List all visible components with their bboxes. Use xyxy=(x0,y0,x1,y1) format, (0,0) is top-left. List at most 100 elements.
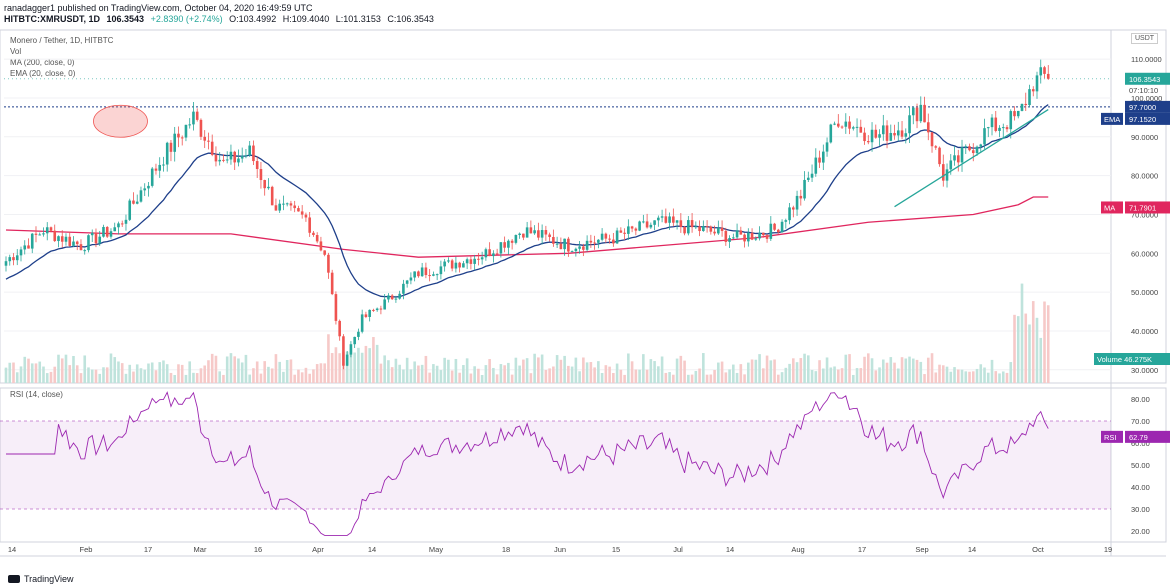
volume-bar xyxy=(169,372,173,383)
volume-bar xyxy=(758,354,761,383)
volume-bar xyxy=(409,369,413,383)
volume-bar xyxy=(653,361,656,383)
candle-body xyxy=(195,111,199,120)
volume-bar xyxy=(915,359,919,383)
legend-ma[interactable]: MA (200, close, 0) xyxy=(10,58,75,67)
rsi-tick-label: 50.00 xyxy=(1131,461,1150,470)
candle-body xyxy=(87,235,90,251)
currency-label[interactable]: USDT xyxy=(1131,33,1159,44)
volume-bar xyxy=(102,367,105,383)
volume-bar xyxy=(12,362,15,383)
candle-body xyxy=(780,221,784,233)
volume-bar xyxy=(960,369,964,383)
candle-body xyxy=(79,244,83,251)
candle-body xyxy=(717,227,720,234)
candle-body xyxy=(627,226,630,234)
volume-bar xyxy=(154,370,158,383)
volume-bar xyxy=(465,358,469,383)
volume-bar xyxy=(192,372,195,383)
volume-bar xyxy=(739,364,743,383)
volume-bar xyxy=(559,359,563,383)
candle-body xyxy=(402,283,405,294)
candle-body xyxy=(945,169,949,181)
candle-body xyxy=(675,220,679,223)
volume-bar xyxy=(34,363,38,383)
published-text: ranadagger1 published on TradingView.com… xyxy=(4,3,313,13)
candle-body xyxy=(169,142,173,152)
candle-body xyxy=(394,298,398,300)
candle-body xyxy=(222,159,225,161)
candle-body xyxy=(964,146,968,148)
volume-bar xyxy=(623,374,626,383)
candle-body xyxy=(833,123,836,125)
ma-tag-value-bg xyxy=(1125,201,1170,214)
candle-body xyxy=(42,233,45,235)
volume-bar xyxy=(447,359,450,383)
volume-bar xyxy=(259,373,263,383)
volume-bar xyxy=(184,374,188,383)
time-tick-label: Sep xyxy=(915,545,928,554)
candle-body xyxy=(529,227,533,234)
price-tick-label: 80.0000 xyxy=(1131,172,1158,181)
candle-body xyxy=(492,253,495,257)
candle-body xyxy=(128,200,132,220)
volume-bars xyxy=(4,283,1050,383)
volume-bar xyxy=(469,373,473,383)
volume-bar xyxy=(60,358,64,383)
candle-body xyxy=(822,151,825,163)
candle-body xyxy=(120,223,124,225)
volume-bar xyxy=(750,359,754,383)
candle-body xyxy=(327,254,330,273)
volume-bar xyxy=(979,364,983,383)
ohlc-low: L:101.3153 xyxy=(335,14,381,24)
candle-body xyxy=(480,257,484,260)
candle-body xyxy=(342,336,345,366)
change: +2.8390 (+2.74%) xyxy=(150,14,223,24)
candle-body xyxy=(349,344,353,355)
rsi-tick-label: 70.00 xyxy=(1131,417,1150,426)
rsi-tag-label-bg xyxy=(1101,430,1123,443)
candle-body xyxy=(642,221,645,223)
volume-bar xyxy=(570,366,574,383)
candle-body xyxy=(664,216,668,223)
legend-title[interactable]: Monero / Tether, 1D, HITBTC xyxy=(10,36,114,45)
volume-bar xyxy=(1028,324,1031,383)
candle-body xyxy=(293,205,296,209)
volume-bar xyxy=(540,354,544,383)
candle-body xyxy=(998,127,1001,131)
volume-bar xyxy=(885,362,889,383)
volume-bar xyxy=(165,364,169,383)
volume-bar xyxy=(199,368,203,383)
volume-bar xyxy=(829,367,833,383)
candle-body xyxy=(379,308,383,310)
volume-bar xyxy=(424,355,428,383)
candle-body xyxy=(503,242,506,248)
volume-bar xyxy=(428,372,431,383)
candle-body xyxy=(810,173,814,178)
rsi-tick-label: 30.00 xyxy=(1131,505,1150,514)
volume-bar xyxy=(364,345,368,383)
candle-body xyxy=(345,354,349,366)
candle-body xyxy=(177,133,180,138)
candle-body xyxy=(469,259,473,264)
volume-bar xyxy=(851,374,855,383)
candle-body xyxy=(409,277,413,281)
volume-bar xyxy=(244,354,248,383)
legend-ema[interactable]: EMA (20, close, 0) xyxy=(10,69,76,78)
legend-vol[interactable]: Vol xyxy=(10,47,22,56)
volume-bar xyxy=(214,355,218,383)
candle-body xyxy=(589,240,593,243)
ema-20-line xyxy=(5,104,1049,298)
candle-body xyxy=(754,238,758,240)
tradingview-footer[interactable]: TradingView xyxy=(8,574,74,584)
symbol[interactable]: HITBTC:XMRUSDT, 1D xyxy=(4,14,100,24)
candle-body xyxy=(214,154,218,162)
volume-bar xyxy=(252,368,255,383)
legend-rsi[interactable]: RSI (14, close) xyxy=(10,390,63,399)
volume-bar xyxy=(267,366,270,383)
candle-body xyxy=(19,249,23,256)
volume-bar xyxy=(818,360,821,383)
volume-bar xyxy=(510,374,514,383)
candle-body xyxy=(687,220,690,234)
